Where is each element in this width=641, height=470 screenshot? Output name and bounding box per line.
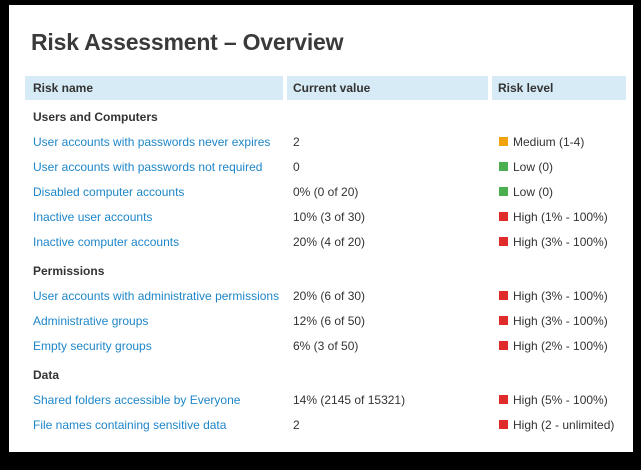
column-header-risk-level[interactable]: Risk level bbox=[492, 76, 626, 100]
table-row: File names containing sensitive data 2 H… bbox=[25, 412, 626, 437]
section-header-row: Permissions bbox=[25, 258, 626, 283]
current-value: 20% (6 of 30) bbox=[293, 288, 366, 303]
risk-name-link[interactable]: Inactive user accounts bbox=[33, 209, 153, 224]
risk-level-label: High (1% - 100%) bbox=[513, 209, 608, 224]
current-value: 12% (6 of 50) bbox=[293, 313, 366, 328]
current-value: 0% (0 of 20) bbox=[293, 184, 359, 199]
table-body: Users and Computers User accounts with p… bbox=[25, 104, 626, 437]
risk-level-square-icon bbox=[499, 187, 508, 196]
risk-level-label: High (5% - 100%) bbox=[513, 392, 608, 407]
section-name: Users and Computers bbox=[33, 109, 158, 124]
current-value: 10% (3 of 30) bbox=[293, 209, 366, 224]
risk-name-link[interactable]: Disabled computer accounts bbox=[33, 184, 185, 199]
table-row: Shared folders accessible by Everyone 14… bbox=[25, 387, 626, 412]
current-value: 2 bbox=[293, 134, 300, 149]
risk-name-link[interactable]: Administrative groups bbox=[33, 313, 149, 328]
risk-level-square-icon bbox=[499, 137, 508, 146]
risk-name-link[interactable]: User accounts with administrative permis… bbox=[33, 288, 280, 303]
page-title: Risk Assessment – Overview bbox=[31, 29, 344, 55]
risk-name-link[interactable]: File names containing sensitive data bbox=[33, 417, 227, 432]
risk-level-square-icon bbox=[499, 291, 508, 300]
risk-level-label: High (2 - unlimited) bbox=[513, 417, 615, 432]
risk-level-label: High (3% - 100%) bbox=[513, 234, 608, 249]
column-header-risk-name[interactable]: Risk name bbox=[25, 76, 283, 100]
risk-level-square-icon bbox=[499, 341, 508, 350]
risk-level-square-icon bbox=[499, 212, 508, 221]
risk-level-label: Low (0) bbox=[513, 184, 554, 199]
current-value: 14% (2145 of 15321) bbox=[293, 392, 406, 407]
table-header-row: Risk name Current value Risk level bbox=[25, 76, 626, 100]
risk-name-link[interactable]: Inactive computer accounts bbox=[33, 234, 180, 249]
column-header-current-value[interactable]: Current value bbox=[287, 76, 488, 100]
risk-level-label: Medium (1-4) bbox=[513, 134, 585, 149]
risk-level-label: High (3% - 100%) bbox=[513, 288, 608, 303]
risk-level-label: High (3% - 100%) bbox=[513, 313, 608, 328]
section-header-row: Data bbox=[25, 362, 626, 387]
table-row: Disabled computer accounts 0% (0 of 20) … bbox=[25, 179, 626, 204]
table-row: User accounts with administrative permis… bbox=[25, 283, 626, 308]
section-header-row: Users and Computers bbox=[25, 104, 626, 129]
risk-level-square-icon bbox=[499, 395, 508, 404]
table-row: Inactive user accounts 10% (3 of 30) Hig… bbox=[25, 204, 626, 229]
current-value: 0 bbox=[293, 159, 300, 174]
table-row: Inactive computer accounts 20% (4 of 20)… bbox=[25, 229, 626, 254]
current-value: 6% (3 of 50) bbox=[293, 338, 359, 353]
table-row: User accounts with passwords not require… bbox=[25, 154, 626, 179]
risk-level-square-icon bbox=[499, 237, 508, 246]
risk-level-square-icon bbox=[499, 316, 508, 325]
table-row: Empty security groups 6% (3 of 50) High … bbox=[25, 333, 626, 358]
risk-name-link[interactable]: User accounts with passwords not require… bbox=[33, 159, 263, 174]
risk-name-link[interactable]: Shared folders accessible by Everyone bbox=[33, 392, 241, 407]
current-value: 20% (4 of 20) bbox=[293, 234, 366, 249]
table-row: User accounts with passwords never expir… bbox=[25, 129, 626, 154]
risk-level-square-icon bbox=[499, 420, 508, 429]
current-value: 2 bbox=[293, 417, 300, 432]
section-name: Data bbox=[33, 367, 60, 382]
section-name: Permissions bbox=[33, 263, 105, 278]
risk-name-link[interactable]: User accounts with passwords never expir… bbox=[33, 134, 271, 149]
risk-table: Risk name Current value Risk level Users… bbox=[25, 76, 626, 437]
report-card: Risk Assessment – Overview Risk name Cur… bbox=[9, 5, 633, 452]
risk-level-label: High (2% - 100%) bbox=[513, 338, 608, 353]
table-row: Administrative groups 12% (6 of 50) High… bbox=[25, 308, 626, 333]
risk-name-link[interactable]: Empty security groups bbox=[33, 338, 152, 353]
risk-level-label: Low (0) bbox=[513, 159, 554, 174]
risk-level-square-icon bbox=[499, 162, 508, 171]
